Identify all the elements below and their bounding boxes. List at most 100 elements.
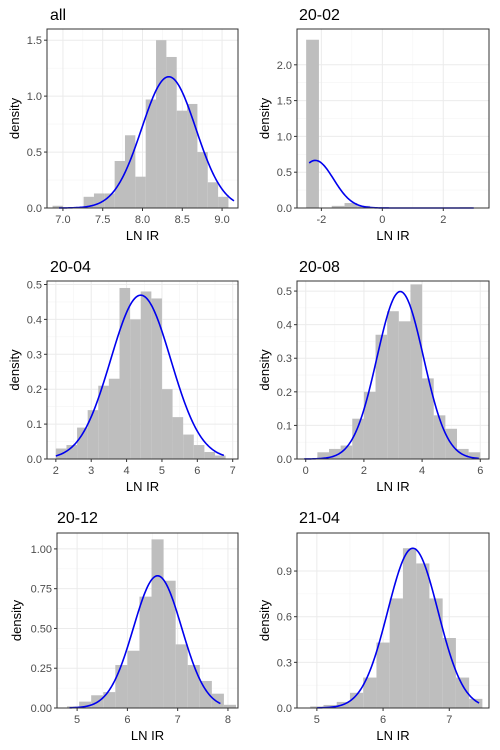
x-tick-label: 2 [440, 214, 446, 226]
histogram-bar [151, 298, 162, 459]
x-tick-label: 0 [303, 465, 309, 477]
x-tick-label: 3 [88, 465, 94, 477]
histogram-bar [140, 291, 152, 459]
x-tick-label: 6 [194, 465, 200, 477]
histogram-bar [87, 410, 99, 459]
x-tick-label: 7.0 [55, 214, 70, 226]
panel-border [296, 28, 490, 209]
x-tick-label: 8 [225, 714, 231, 726]
x-tick-label: 6 [477, 465, 483, 477]
x-tick-label: 8.0 [135, 214, 150, 226]
histogram-bar [175, 644, 188, 708]
y-tick-label: 0.1 [277, 420, 292, 432]
histogram-bar [66, 445, 78, 459]
panel-border [296, 532, 490, 709]
y-tick-label: 0.00 [31, 703, 52, 715]
density-curve [69, 574, 221, 709]
y-tick-label: 1.5 [277, 96, 292, 108]
y-tick-label: 0.50 [31, 623, 52, 635]
y-tick-label: 0.5 [27, 147, 42, 159]
x-axis-title: LN IR [376, 479, 409, 494]
histogram-bar [215, 455, 226, 459]
panel-title: 20-04 [50, 259, 91, 276]
histogram-bar [161, 389, 173, 459]
histogram-bar [398, 321, 411, 459]
y-tick-label: 0.5 [277, 286, 292, 298]
y-tick-label: 0.4 [277, 320, 292, 332]
y-tick-label: 2.0 [277, 60, 292, 72]
histogram-bar [223, 704, 236, 708]
histogram-bar [306, 39, 319, 208]
x-tick-label: 8.5 [175, 214, 190, 226]
histogram-panel: 5 6 7 8 0.00 0.25 0.50 0.75 1.00 20-12 LN IR densit… [9, 510, 239, 743]
panel-title: 20-08 [299, 259, 340, 276]
histogram-bar [77, 427, 88, 459]
y-tick-label: 0.5 [27, 279, 42, 291]
histogram-bar [83, 196, 94, 208]
y-tick-label: 0.0 [277, 454, 292, 466]
histogram-bar [218, 196, 229, 208]
y-tick-label: 0.2 [27, 384, 42, 396]
histogram-bar [197, 152, 208, 208]
y-axis-title: density [9, 599, 24, 641]
x-tick-label: 5 [74, 714, 80, 726]
x-axis-title: LN IR [376, 228, 409, 243]
histogram-bar [375, 334, 388, 459]
y-tick-label: 0.3 [277, 353, 292, 365]
histogram-bar [344, 202, 358, 208]
y-tick-label: 0.6 [277, 612, 292, 624]
histogram-bar [187, 103, 198, 208]
y-tick-label: 0.0 [27, 203, 42, 215]
x-tick-label: 7.5 [95, 214, 110, 226]
histogram-panel: -2 0 2 0.0 0.5 1.0 1.5 2.0 20-02 LN IR density [257, 7, 490, 243]
y-tick-label: 1.5 [27, 35, 42, 47]
histogram-bar [468, 452, 481, 459]
histogram-bar [139, 596, 152, 708]
x-tick-label: -2 [316, 214, 326, 226]
x-axis-title: LN IR [131, 728, 164, 743]
histogram-bar [183, 434, 194, 459]
x-tick-label: 2 [53, 465, 59, 477]
x-tick-label: 6 [124, 714, 130, 726]
density-curve [58, 75, 235, 209]
histogram-bar [93, 193, 105, 208]
panel-title: 21-04 [299, 510, 340, 527]
histogram-bar [433, 415, 446, 459]
histogram-bar [402, 548, 417, 708]
y-tick-label: 0.0 [277, 703, 292, 715]
x-tick-label: 9.0 [214, 214, 229, 226]
histogram-bar [156, 40, 167, 208]
density-curve [55, 294, 225, 457]
histogram-bar [163, 580, 176, 708]
histogram-bar [130, 319, 141, 459]
panel-title: all [50, 7, 66, 24]
histogram-bar [442, 638, 456, 708]
histogram-bar [119, 287, 131, 459]
x-tick-label: 5 [159, 465, 165, 477]
x-tick-label: 4 [419, 465, 425, 477]
histogram-bar [166, 56, 177, 208]
y-tick-label: 1.00 [31, 544, 52, 556]
x-tick-label: 7 [446, 714, 452, 726]
histogram-bar [323, 704, 337, 708]
histogram-bar [172, 417, 184, 459]
y-tick-label: 1.0 [277, 131, 292, 143]
x-tick-label: 0 [379, 214, 385, 226]
y-tick-label: 0.25 [31, 663, 52, 675]
y-tick-label: 0.9 [277, 566, 292, 578]
histogram-bar [176, 110, 188, 208]
x-tick-label: 7 [175, 714, 181, 726]
histogram-bar [429, 598, 443, 708]
density-curve [304, 290, 479, 460]
histogram-bar [52, 205, 63, 208]
histogram-bar [104, 193, 115, 208]
panel-border [296, 280, 490, 460]
histogram-bar [115, 665, 128, 708]
histogram-bar [469, 698, 483, 708]
panel-border [56, 532, 239, 709]
histogram-bar [127, 650, 140, 708]
y-tick-label: 0.4 [27, 314, 42, 326]
y-tick-label: 0.3 [277, 657, 292, 669]
histogram-bar [352, 418, 364, 459]
histogram-bar [103, 692, 116, 708]
